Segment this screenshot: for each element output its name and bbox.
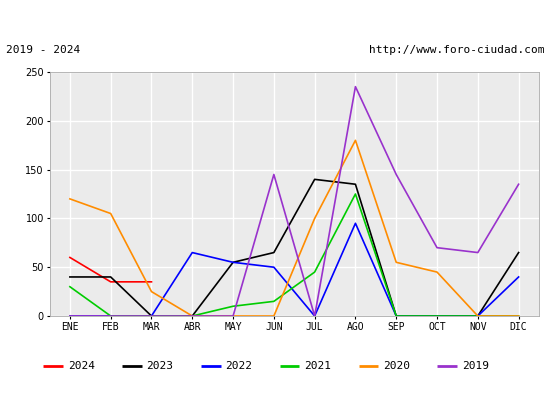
Text: 2019: 2019 <box>462 361 489 371</box>
Text: 2022: 2022 <box>226 361 252 371</box>
Text: 2023: 2023 <box>146 361 173 371</box>
Text: http://www.foro-ciudad.com: http://www.foro-ciudad.com <box>369 45 544 55</box>
Text: 2019 - 2024: 2019 - 2024 <box>6 45 80 55</box>
Text: 2021: 2021 <box>304 361 331 371</box>
Text: 2020: 2020 <box>383 361 410 371</box>
Text: 2024: 2024 <box>68 361 95 371</box>
Text: Evolucion Nº Turistas Nacionales en el municipio de Cabrillas: Evolucion Nº Turistas Nacionales en el m… <box>20 11 530 25</box>
